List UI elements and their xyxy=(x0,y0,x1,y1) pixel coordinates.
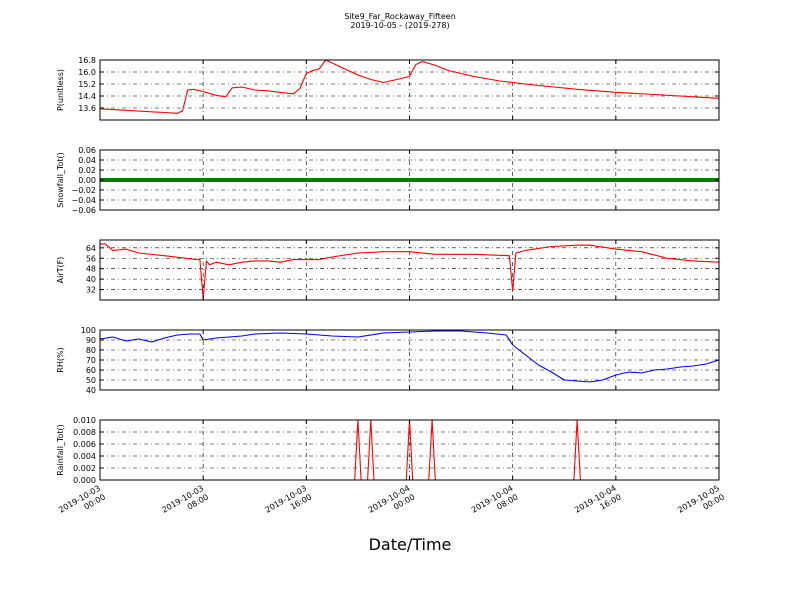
y-tick-label: 48 xyxy=(86,265,96,274)
y-tick-label: −0.02 xyxy=(71,186,96,195)
y-tick-label: 0.008 xyxy=(73,428,96,437)
y-axis-label: AirT(F) xyxy=(56,257,65,284)
y-tick-label: 0.002 xyxy=(73,464,96,473)
y-tick-label: 50 xyxy=(86,376,96,385)
panel-p: 13.6 14.4 15.2 16.0 16.8 P(unitless) xyxy=(56,56,720,121)
chart-subtitle: 2019-10-05 - (2019-278) xyxy=(350,21,449,30)
y-axis-label: P(unitless) xyxy=(56,69,65,111)
y-tick-label: 0.02 xyxy=(78,166,96,175)
y-tick-label: 40 xyxy=(86,386,96,395)
x-axis-label: Date/Time xyxy=(369,535,452,554)
y-tick-label: 64 xyxy=(86,244,96,253)
y-tick-label: 0.010 xyxy=(73,416,96,425)
y-tick-label: 14.4 xyxy=(78,92,96,101)
y-tick-label: 15.2 xyxy=(78,80,96,89)
y-tick-label: 0.006 xyxy=(73,440,96,449)
y-tick-label: 100 xyxy=(81,326,96,335)
series-line-rh xyxy=(99,330,720,383)
y-tick-label: 0.000 xyxy=(73,476,96,485)
y-tick-label: 80 xyxy=(86,346,96,355)
y-tick-label: 16.8 xyxy=(78,56,96,65)
panel-rain: 0.000 0.002 0.004 0.006 0.008 0.010 Rainfall_T… xyxy=(56,416,720,485)
y-tick-label: −0.04 xyxy=(71,196,96,205)
series-line-airt xyxy=(100,243,720,300)
y-axis-label: Rainfall_Tot() xyxy=(56,424,65,476)
y-tick-label: 16.0 xyxy=(78,68,96,77)
y-tick-label: 0.04 xyxy=(78,156,96,165)
subplots: 13.614.415.216.016.8P(unitless)−0.06−0.0… xyxy=(56,56,720,485)
y-tick-label: 40 xyxy=(86,275,96,284)
y-tick-label: 60 xyxy=(86,366,96,375)
y-tick-label: 70 xyxy=(86,356,96,365)
y-tick-label: 0.00 xyxy=(78,176,96,185)
chart-title: Site9_Far_Rockaway_Fifteen xyxy=(344,12,456,21)
series-line-p xyxy=(99,59,720,114)
y-tick-label: 0.06 xyxy=(78,146,96,155)
y-tick-label: −0.06 xyxy=(71,206,96,215)
panel-snow: −0.06−0.04−0.020.000.020.040.06 Snowfall_… xyxy=(56,146,720,215)
y-tick-label: 13.6 xyxy=(78,104,96,113)
y-tick-label: 0.004 xyxy=(73,452,96,461)
y-axis-label: Snowfall_Tot() xyxy=(56,152,65,208)
y-tick-label: 56 xyxy=(86,254,96,263)
y-tick-label: 32 xyxy=(86,286,96,295)
y-axis-label: RH(%) xyxy=(56,347,65,372)
y-tick-label: 90 xyxy=(86,336,96,345)
